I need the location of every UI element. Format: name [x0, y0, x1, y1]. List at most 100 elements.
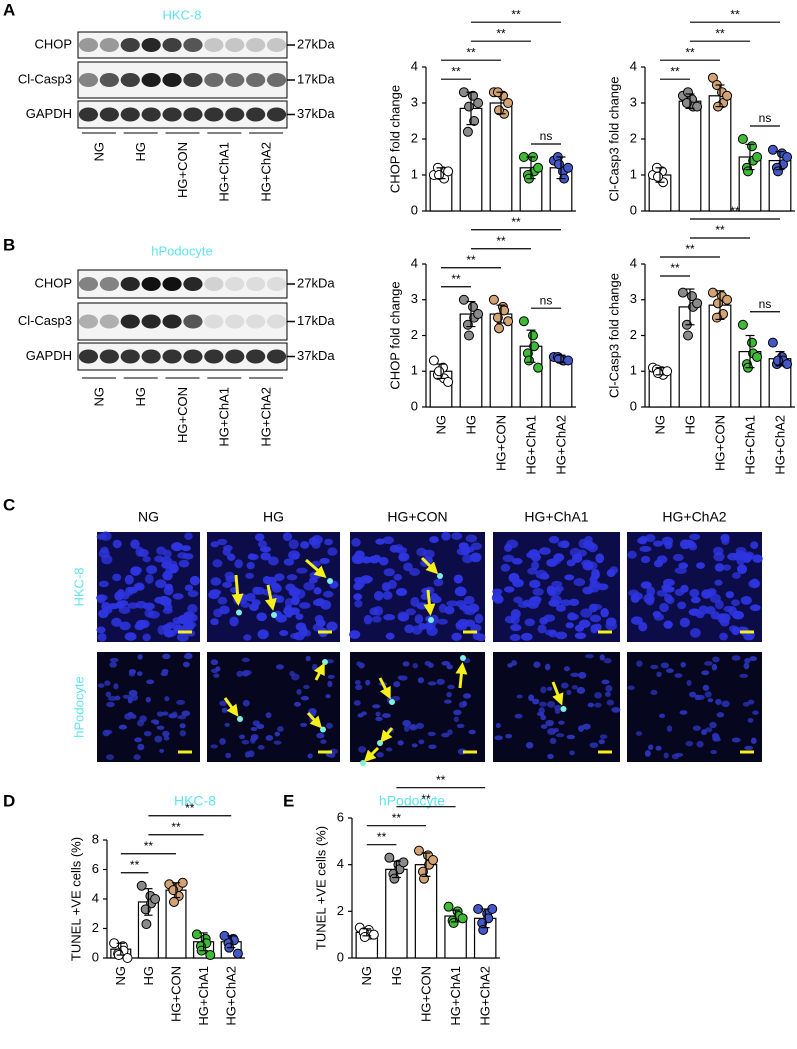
- nucleus: [495, 722, 501, 729]
- nucleus: [604, 691, 611, 697]
- nucleus: [430, 592, 439, 603]
- nucleus: [468, 603, 480, 613]
- data-point: [205, 950, 216, 961]
- nucleus: [539, 547, 551, 555]
- nucleus: [358, 662, 365, 669]
- nucleus: [412, 662, 419, 669]
- nucleus: [725, 591, 735, 599]
- nucleus: [554, 585, 564, 592]
- nucleus: [427, 662, 434, 668]
- bar: [489, 102, 513, 212]
- nucleus: [189, 575, 200, 586]
- nucleus: [114, 591, 124, 601]
- data-point: [232, 948, 243, 959]
- nucleus: [154, 596, 166, 604]
- blot-strip: [77, 302, 288, 341]
- lane-label: HG+ChA2: [259, 142, 274, 202]
- nucleus: [256, 723, 265, 730]
- nucleus: [747, 717, 754, 723]
- nucleus: [739, 673, 749, 679]
- nucleus: [663, 752, 669, 759]
- data-point: [653, 171, 663, 182]
- data-point: [448, 918, 459, 928]
- nucleus: [512, 578, 524, 588]
- significance-label: **: [670, 261, 680, 275]
- nucleus: [606, 569, 616, 578]
- nucleus: [226, 553, 236, 561]
- nucleus: [184, 621, 197, 629]
- nucleus: [714, 579, 723, 586]
- nucleus: [705, 727, 713, 733]
- nucleus: [589, 575, 598, 585]
- nucleus: [704, 691, 712, 698]
- nucleus: [300, 541, 310, 549]
- nucleus: [213, 673, 220, 678]
- nucleus: [403, 562, 413, 572]
- nucleus: [326, 722, 333, 729]
- data-point: [554, 159, 564, 170]
- nucleus: [240, 601, 251, 608]
- nucleus: [187, 590, 199, 598]
- arrow: [455, 662, 468, 689]
- nucleus: [210, 541, 219, 548]
- nucleus: [603, 658, 612, 664]
- arrow: [264, 584, 277, 611]
- blot-band: [78, 38, 99, 52]
- nucleus: [560, 599, 572, 607]
- nucleus: [679, 617, 691, 628]
- y-tick-label: 4: [630, 255, 637, 270]
- nucleus: [146, 565, 158, 575]
- nucleus: [275, 664, 284, 670]
- nucleus: [277, 725, 284, 732]
- significance-label: **: [496, 234, 506, 248]
- nucleus: [128, 689, 138, 697]
- nucleus: [373, 605, 384, 616]
- nucleus: [225, 752, 232, 759]
- blot-band: [162, 107, 182, 122]
- blot-band: [266, 314, 287, 329]
- x-tick-label: HG+ChA2: [478, 966, 493, 1026]
- data-point: [473, 309, 484, 320]
- nucleus: [327, 674, 335, 679]
- nucleus: [653, 613, 665, 621]
- y-tick-label: 2: [411, 327, 418, 342]
- nucleus: [181, 710, 191, 717]
- nucleus: [570, 672, 580, 677]
- nucleus: [172, 617, 181, 625]
- nucleus: [627, 550, 637, 559]
- significance-label: **: [511, 7, 521, 21]
- blot-band: [78, 314, 99, 329]
- nucleus: [222, 581, 233, 588]
- data-point: [122, 953, 133, 963]
- nucleus: [375, 538, 385, 545]
- y-tick-label: 2: [337, 903, 344, 918]
- nucleus: [161, 711, 169, 716]
- blot-band: [120, 107, 140, 122]
- nucleus: [210, 659, 219, 666]
- chart-title: hPodocyte: [379, 793, 445, 809]
- nucleus: [571, 684, 578, 690]
- significance-label: **: [511, 215, 521, 229]
- nucleus: [410, 596, 420, 607]
- nucleus: [411, 625, 423, 635]
- nucleus: [474, 613, 484, 624]
- data-point: [681, 98, 692, 108]
- data-point: [462, 126, 473, 137]
- nucleus: [578, 538, 588, 549]
- nucleus: [595, 553, 605, 564]
- tunel-signal: [560, 706, 567, 712]
- x-tick-label: HG+ChA1: [523, 415, 538, 475]
- nucleus: [637, 537, 647, 545]
- nucleus: [176, 699, 186, 705]
- significance-label: **: [730, 204, 740, 218]
- nucleus: [441, 661, 451, 666]
- nucleus: [107, 696, 117, 701]
- nucleus: [436, 678, 445, 685]
- nucleus: [446, 600, 459, 607]
- image-row-label: hPodocyte: [71, 676, 86, 737]
- blot-band: [225, 314, 245, 329]
- nucleus: [514, 713, 523, 719]
- nucleus: [307, 753, 313, 759]
- nucleus: [300, 695, 309, 701]
- nucleus: [454, 586, 467, 597]
